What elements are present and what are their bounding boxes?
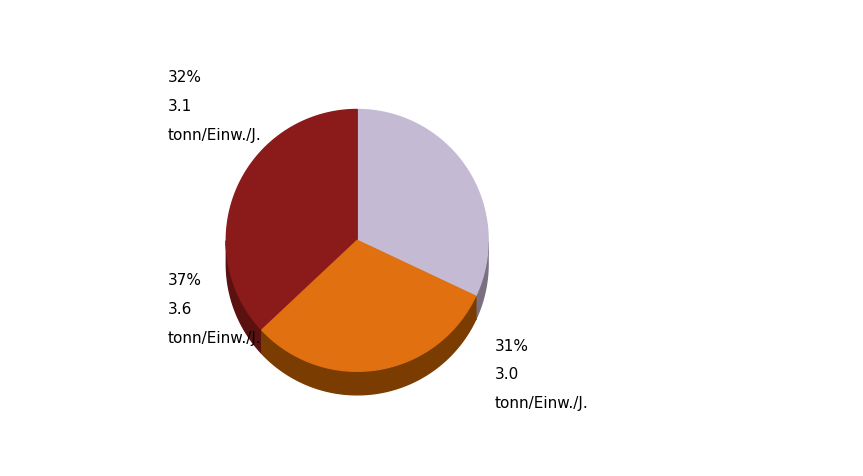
Polygon shape (357, 240, 476, 320)
Text: 32%: 32% (167, 70, 201, 85)
Polygon shape (357, 240, 476, 320)
Polygon shape (261, 240, 357, 354)
Polygon shape (226, 241, 261, 354)
Polygon shape (261, 296, 476, 395)
Text: tonn/Einw./J.: tonn/Einw./J. (494, 396, 589, 411)
Text: tonn/Einw./J.: tonn/Einw./J. (167, 128, 261, 143)
Text: 31%: 31% (494, 338, 529, 354)
Polygon shape (261, 240, 476, 371)
Text: 3.1: 3.1 (167, 99, 192, 114)
Polygon shape (261, 240, 357, 354)
Polygon shape (476, 242, 488, 320)
Text: 3.6: 3.6 (167, 302, 192, 317)
Polygon shape (357, 109, 488, 296)
Text: 3.0: 3.0 (494, 367, 519, 382)
Text: 37%: 37% (167, 273, 201, 288)
Text: tonn/Einw./J.: tonn/Einw./J. (167, 331, 261, 346)
Polygon shape (226, 109, 357, 330)
